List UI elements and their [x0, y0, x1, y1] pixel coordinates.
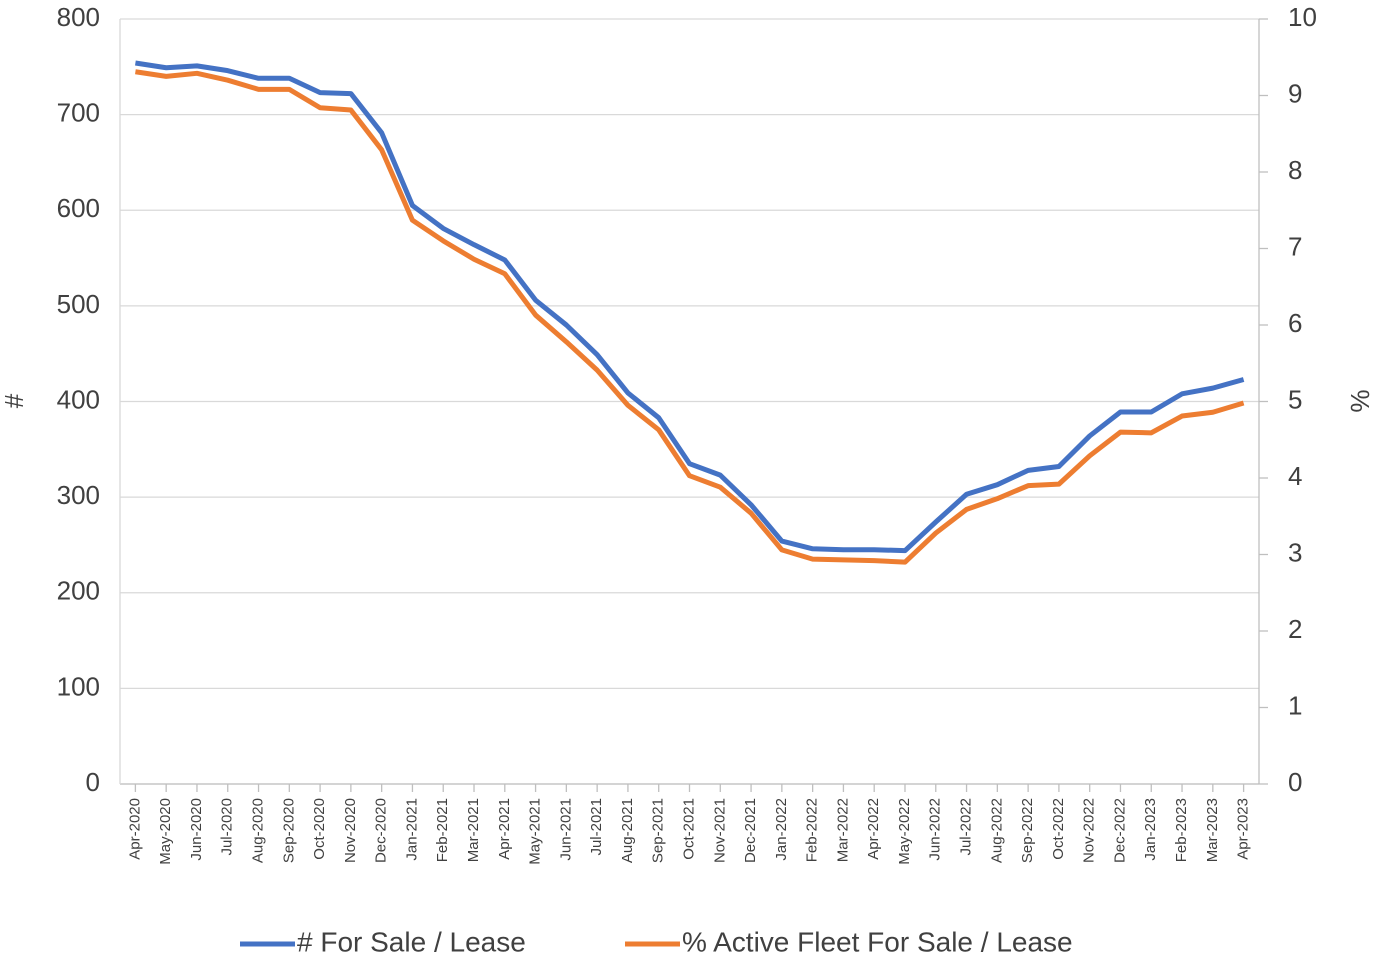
series-line — [135, 69, 1245, 565]
x-tick-label: Mar-2021 — [465, 798, 482, 862]
y2-tick-label: 2 — [1288, 614, 1302, 644]
x-tick-label: Aug-2020 — [249, 798, 266, 863]
y2-tick-label: 8 — [1288, 155, 1302, 185]
y2-tick-label: 7 — [1288, 231, 1302, 261]
x-tick-label: Nov-2021 — [711, 798, 728, 863]
y-tick-label: 600 — [57, 193, 100, 223]
x-tick-label: Dec-2020 — [373, 798, 390, 863]
legend-label: # For Sale / Lease — [297, 926, 526, 957]
x-tick-label: Aug-2021 — [619, 798, 636, 863]
y-tick-label: 100 — [57, 671, 100, 701]
x-tick-label: Mar-2022 — [834, 798, 851, 862]
x-tick-label: Aug-2022 — [988, 798, 1005, 863]
y2-tick-label: 1 — [1288, 690, 1302, 720]
x-tick-label: Feb-2022 — [804, 798, 821, 862]
y-tick-label: 400 — [57, 384, 100, 414]
y2-tick-label: 6 — [1288, 308, 1302, 338]
x-tick-label: Mar-2023 — [1204, 798, 1221, 862]
x-tick-label: Apr-2021 — [496, 798, 513, 860]
y2-tick-label: 5 — [1288, 384, 1302, 414]
y-tick-label: 700 — [57, 98, 100, 128]
y-axis-title: # — [0, 393, 29, 408]
x-tick-label: May-2022 — [896, 798, 913, 865]
x-tick-label: Dec-2021 — [742, 798, 759, 863]
y-tick-label: 200 — [57, 576, 100, 606]
y2-tick-label: 0 — [1288, 767, 1302, 797]
x-tick-label: Sep-2021 — [650, 798, 667, 863]
x-tick-label: Feb-2023 — [1173, 798, 1190, 862]
y2-tick-label: 3 — [1288, 537, 1302, 567]
x-tick-label: Jan-2022 — [773, 798, 790, 861]
x-tick-label: Sep-2020 — [280, 798, 297, 863]
y2-tick-label: 10 — [1288, 2, 1317, 32]
x-tick-label: Oct-2021 — [680, 798, 697, 860]
y-tick-label: 800 — [57, 2, 100, 32]
legend-label: % Active Fleet For Sale / Lease — [682, 926, 1073, 957]
y-tick-label: 0 — [86, 767, 100, 797]
x-tick-label: May-2020 — [157, 798, 174, 865]
x-tick-label: Dec-2022 — [1111, 798, 1128, 863]
x-tick-label: Jan-2023 — [1142, 798, 1159, 861]
y-tick-label: 300 — [57, 480, 100, 510]
series-line — [135, 60, 1245, 554]
x-tick-label: Jul-2020 — [219, 798, 236, 856]
x-tick-label: Jul-2021 — [588, 798, 605, 856]
y-tick-label: 500 — [57, 289, 100, 319]
y2-axis-title: % — [1345, 389, 1373, 412]
x-tick-label: Jun-2022 — [927, 798, 944, 861]
x-tick-label: Oct-2022 — [1050, 798, 1067, 860]
x-tick-label: Jun-2020 — [188, 798, 205, 861]
x-tick-label: May-2021 — [527, 798, 544, 865]
x-tick-label: Nov-2022 — [1081, 798, 1098, 863]
x-tick-label: Jun-2021 — [557, 798, 574, 861]
x-tick-label: Oct-2020 — [311, 798, 328, 860]
x-tick-label: Apr-2023 — [1235, 798, 1252, 860]
x-tick-label: Apr-2022 — [865, 798, 882, 860]
y2-tick-label: 9 — [1288, 78, 1302, 108]
x-tick-label: Sep-2022 — [1019, 798, 1036, 863]
x-tick-label: Feb-2021 — [434, 798, 451, 862]
x-tick-label: Nov-2020 — [342, 798, 359, 863]
x-tick-label: Jul-2022 — [958, 798, 975, 856]
x-tick-label: Jan-2021 — [403, 798, 420, 861]
x-tick-label: Apr-2020 — [126, 798, 143, 860]
y2-tick-label: 4 — [1288, 461, 1302, 491]
